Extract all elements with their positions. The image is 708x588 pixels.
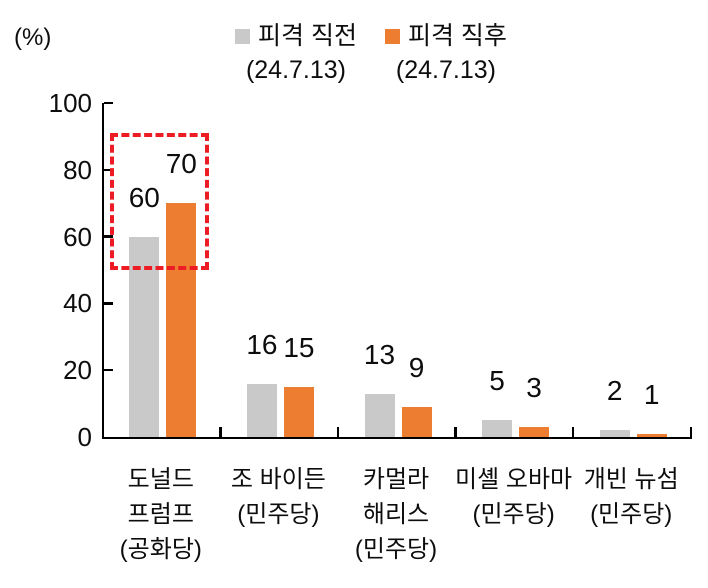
legend-sublabel-before: (24.7.13)	[245, 56, 346, 84]
bar-after-4	[636, 433, 667, 437]
bar-before-3	[482, 420, 513, 437]
y-axis-tick-60	[104, 235, 113, 238]
legend-sublabel-after: (24.7.13)	[395, 56, 496, 84]
legend-label-after: 피격 직후	[407, 22, 507, 50]
category-label-line: 프럼프	[127, 501, 194, 528]
category-label-line: (민주당)	[472, 501, 555, 528]
value-label-after-4: 1	[643, 378, 660, 410]
category-label-line: 도널드	[127, 466, 194, 493]
x-axis-tick-4	[571, 427, 575, 437]
y-axis-tick-40	[104, 302, 113, 305]
y-axis-tick-80	[104, 168, 113, 172]
bar-before-4	[599, 430, 630, 437]
highlight-dashed-box	[110, 133, 209, 270]
category-label-line: 카멀라	[362, 466, 430, 493]
y-axis-tick-label-0: 0	[77, 422, 92, 452]
category-label-line: 개빈 뉴섬	[583, 466, 679, 493]
category-label-line: 미셸 오바마	[455, 466, 573, 493]
legend-item-before: 피격 직전 (24.7.13)	[235, 22, 357, 84]
y-axis-tick-label-80: 80	[63, 154, 92, 185]
x-axis-tick-5	[689, 427, 692, 437]
legend-label-before: 피격 직전	[258, 22, 357, 50]
legend-swatch-before-icon	[235, 28, 250, 44]
legend: 피격 직전 (24.7.13) 피격 직후 (24.7.13)	[235, 22, 507, 84]
x-axis-tick-2	[336, 427, 340, 437]
x-axis-tick-1	[219, 427, 222, 437]
legend-swatch-after-icon	[384, 28, 400, 44]
value-label-after-1: 15	[283, 331, 315, 363]
value-label-before-4: 2	[606, 375, 623, 407]
value-label-before-2: 13	[363, 338, 396, 370]
bar-after-2	[401, 406, 432, 437]
bar-before-1	[246, 383, 277, 437]
bar-after-1	[283, 386, 314, 437]
value-label-after-0: 70	[165, 148, 197, 180]
y-axis-tick-label-40: 40	[63, 288, 92, 319]
bar-after-3	[519, 426, 550, 437]
category-label-line: (민주당)	[237, 501, 320, 528]
category-label-1: 조 바이든 (민주당)	[231, 462, 326, 532]
category-label-line: (민주당)	[590, 501, 673, 528]
value-label-before-0: 60	[128, 181, 160, 213]
bar-after-0	[166, 203, 197, 437]
y-axis-unit-label: (%)	[14, 24, 52, 51]
y-axis-tick-20	[104, 368, 113, 372]
value-label-after-2: 9	[408, 351, 425, 383]
y-axis-tick-label-60: 60	[63, 221, 92, 252]
category-label-line: 조 바이든	[230, 466, 326, 493]
category-label-line: (공화당)	[119, 536, 202, 563]
category-label-4: 개빈 뉴섬 (민주당)	[584, 462, 679, 532]
bar-before-2	[364, 393, 395, 437]
value-label-after-3: 3	[526, 371, 542, 403]
y-axis-tick-label-20: 20	[63, 355, 92, 386]
plot-area: 60 16 13 5 2 70 15 9 3 1	[102, 101, 692, 439]
category-label-line: (민주당)	[354, 536, 438, 563]
bar-before-0	[129, 236, 160, 437]
y-axis-tick-100	[104, 101, 113, 105]
x-axis-tick-3	[454, 427, 457, 437]
category-label-line: 해리스	[362, 501, 430, 528]
y-axis-tick-label-100: 100	[48, 88, 92, 118]
category-label-3: 미셸 오바마 (민주당)	[455, 462, 572, 532]
legend-item-after: 피격 직후 (24.7.13)	[384, 22, 507, 84]
value-label-before-3: 5	[489, 365, 505, 397]
value-label-before-1: 16	[246, 328, 278, 360]
